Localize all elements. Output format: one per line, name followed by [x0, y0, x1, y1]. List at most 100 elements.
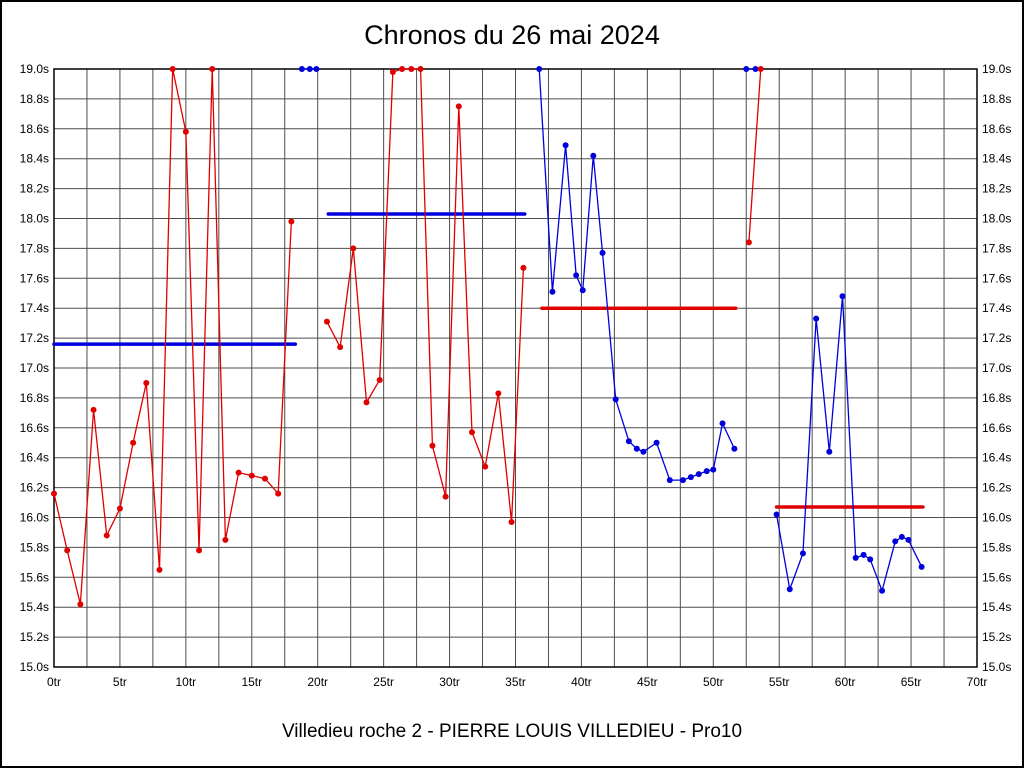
- y-tick-label-right: 16.8s: [982, 391, 1011, 405]
- y-tick-label-right: 15.2s: [982, 630, 1011, 644]
- data-point-run2-red: [520, 264, 527, 271]
- y-tick-label-left: 17.8s: [20, 241, 49, 255]
- data-point-run3-blue: [612, 396, 619, 403]
- data-point-run2-red: [417, 66, 424, 72]
- data-point-run1-red: [169, 66, 176, 72]
- data-point-run1-red: [182, 128, 189, 135]
- x-tick-label: 50tr: [703, 675, 724, 689]
- y-tick-label-left: 18.6s: [20, 122, 49, 136]
- data-point-run3-blue: [640, 448, 647, 455]
- y-tick-label-left: 15.4s: [20, 600, 49, 614]
- data-point-run3-blue: [695, 471, 702, 478]
- y-tick-label-left: 17.6s: [20, 271, 49, 285]
- data-point-run1-red: [222, 536, 229, 543]
- y-tick-label-left: 18.4s: [20, 152, 49, 166]
- y-tick-label-right: 17.0s: [982, 361, 1011, 375]
- data-point-run4-blue: [905, 536, 912, 543]
- data-point-run4-blue: [852, 554, 859, 561]
- data-point-run3-blue: [536, 66, 543, 72]
- x-tick-label: 35tr: [505, 675, 526, 689]
- x-tick-label: 65tr: [901, 675, 922, 689]
- y-tick-label-right: 17.4s: [982, 301, 1011, 315]
- y-tick-label-right: 17.6s: [982, 271, 1011, 285]
- data-point-run3-blue: [549, 288, 556, 295]
- data-point-run3-cap-blue: [743, 66, 750, 72]
- plot-frame: [53, 68, 978, 668]
- x-tick-label: 15tr: [241, 675, 262, 689]
- y-tick-label-left: 18.2s: [20, 182, 49, 196]
- data-point-run2-red: [482, 463, 489, 470]
- data-point-run4-blue: [786, 586, 793, 593]
- data-point-run4-blue: [860, 551, 867, 558]
- y-tick-label-left: 16.8s: [20, 391, 49, 405]
- data-point-run3-blue: [666, 477, 673, 484]
- data-point-run4-blue: [839, 293, 846, 300]
- data-point-run1-red: [235, 469, 242, 476]
- data-point-run1-red: [275, 490, 282, 497]
- data-point-run4-blue: [879, 587, 886, 594]
- chart-caption: Villedieu roche 2 - PIERRE LOUIS VILLEDI…: [281, 721, 743, 742]
- data-point-run1-red: [130, 439, 137, 446]
- data-point-run4-blue: [867, 556, 874, 563]
- x-tick-label: 55tr: [769, 675, 790, 689]
- data-point-run3-tail-red: [757, 66, 764, 72]
- data-point-run4-blue: [813, 315, 820, 322]
- series-line-run2-red: [326, 68, 525, 523]
- y-tick-label-right: 15.4s: [982, 600, 1011, 614]
- data-point-run2-red: [350, 245, 357, 252]
- data-point-run1-red: [51, 490, 57, 497]
- y-tick-label-right: 15.0s: [982, 660, 1011, 674]
- data-point-run4-blue: [773, 511, 780, 518]
- y-tick-label-left: 15.2s: [20, 630, 49, 644]
- y-tick-label-right: 18.6s: [982, 122, 1011, 136]
- y-tick-label-right: 17.8s: [982, 241, 1011, 255]
- data-point-run3-blue: [679, 477, 686, 484]
- data-point-run1-red: [156, 566, 163, 573]
- data-point-run3-blue: [599, 249, 606, 256]
- data-point-run3-blue: [731, 445, 738, 452]
- y-tick-label-left: 17.2s: [20, 331, 49, 345]
- x-tick-label: 45tr: [637, 675, 658, 689]
- data-point-run3-blue: [579, 287, 586, 294]
- y-tick-label-right: 15.6s: [982, 570, 1011, 584]
- data-point-run1-red: [209, 66, 216, 72]
- y-tick-label-left: 15.0s: [20, 660, 49, 674]
- data-point-run2-red: [495, 390, 502, 397]
- data-point-run2-red: [408, 66, 415, 72]
- data-point-run1-red: [103, 532, 110, 539]
- data-point-run1-red: [143, 379, 150, 386]
- data-point-run2-red: [389, 68, 396, 75]
- data-point-run2-red: [442, 493, 449, 500]
- data-point-run1-cap-blue: [306, 66, 313, 72]
- data-point-run2-red: [429, 442, 436, 449]
- y-tick-label-left: 16.0s: [20, 511, 49, 525]
- data-point-run3-blue: [562, 142, 569, 149]
- data-point-run3-blue: [653, 439, 660, 446]
- data-point-run2-red: [323, 318, 330, 325]
- y-tick-label-left: 17.0s: [20, 361, 49, 375]
- data-point-run1-cap-blue: [313, 66, 320, 72]
- data-point-run3-tail-red: [745, 239, 752, 246]
- data-point-run4-blue: [898, 533, 905, 540]
- data-point-run3-cap-blue: [752, 66, 759, 72]
- data-point-run3-blue: [687, 474, 694, 481]
- data-point-run1-red: [261, 475, 268, 482]
- data-point-run3-blue: [710, 466, 717, 473]
- data-point-run2-red: [363, 399, 370, 406]
- data-point-run4-blue: [799, 550, 806, 557]
- data-point-run3-blue: [573, 272, 580, 279]
- y-tick-label-right: 18.2s: [982, 182, 1011, 196]
- data-point-run1-cap-blue: [298, 66, 305, 72]
- data-point-run2-red: [508, 518, 515, 525]
- chart-title: Chronos du 26 mai 2024: [364, 20, 660, 50]
- y-tick-label-left: 18.0s: [20, 212, 49, 226]
- y-tick-label-right: 18.4s: [982, 152, 1011, 166]
- y-tick-label-left: 15.8s: [20, 540, 49, 554]
- series-line-run4-blue: [775, 296, 923, 593]
- data-point-run3-blue: [633, 445, 640, 452]
- data-point-run1-red: [64, 547, 71, 554]
- y-tick-label-right: 17.2s: [982, 331, 1011, 345]
- y-tick-label-left: 17.4s: [20, 301, 49, 315]
- data-point-run4-blue: [892, 538, 899, 545]
